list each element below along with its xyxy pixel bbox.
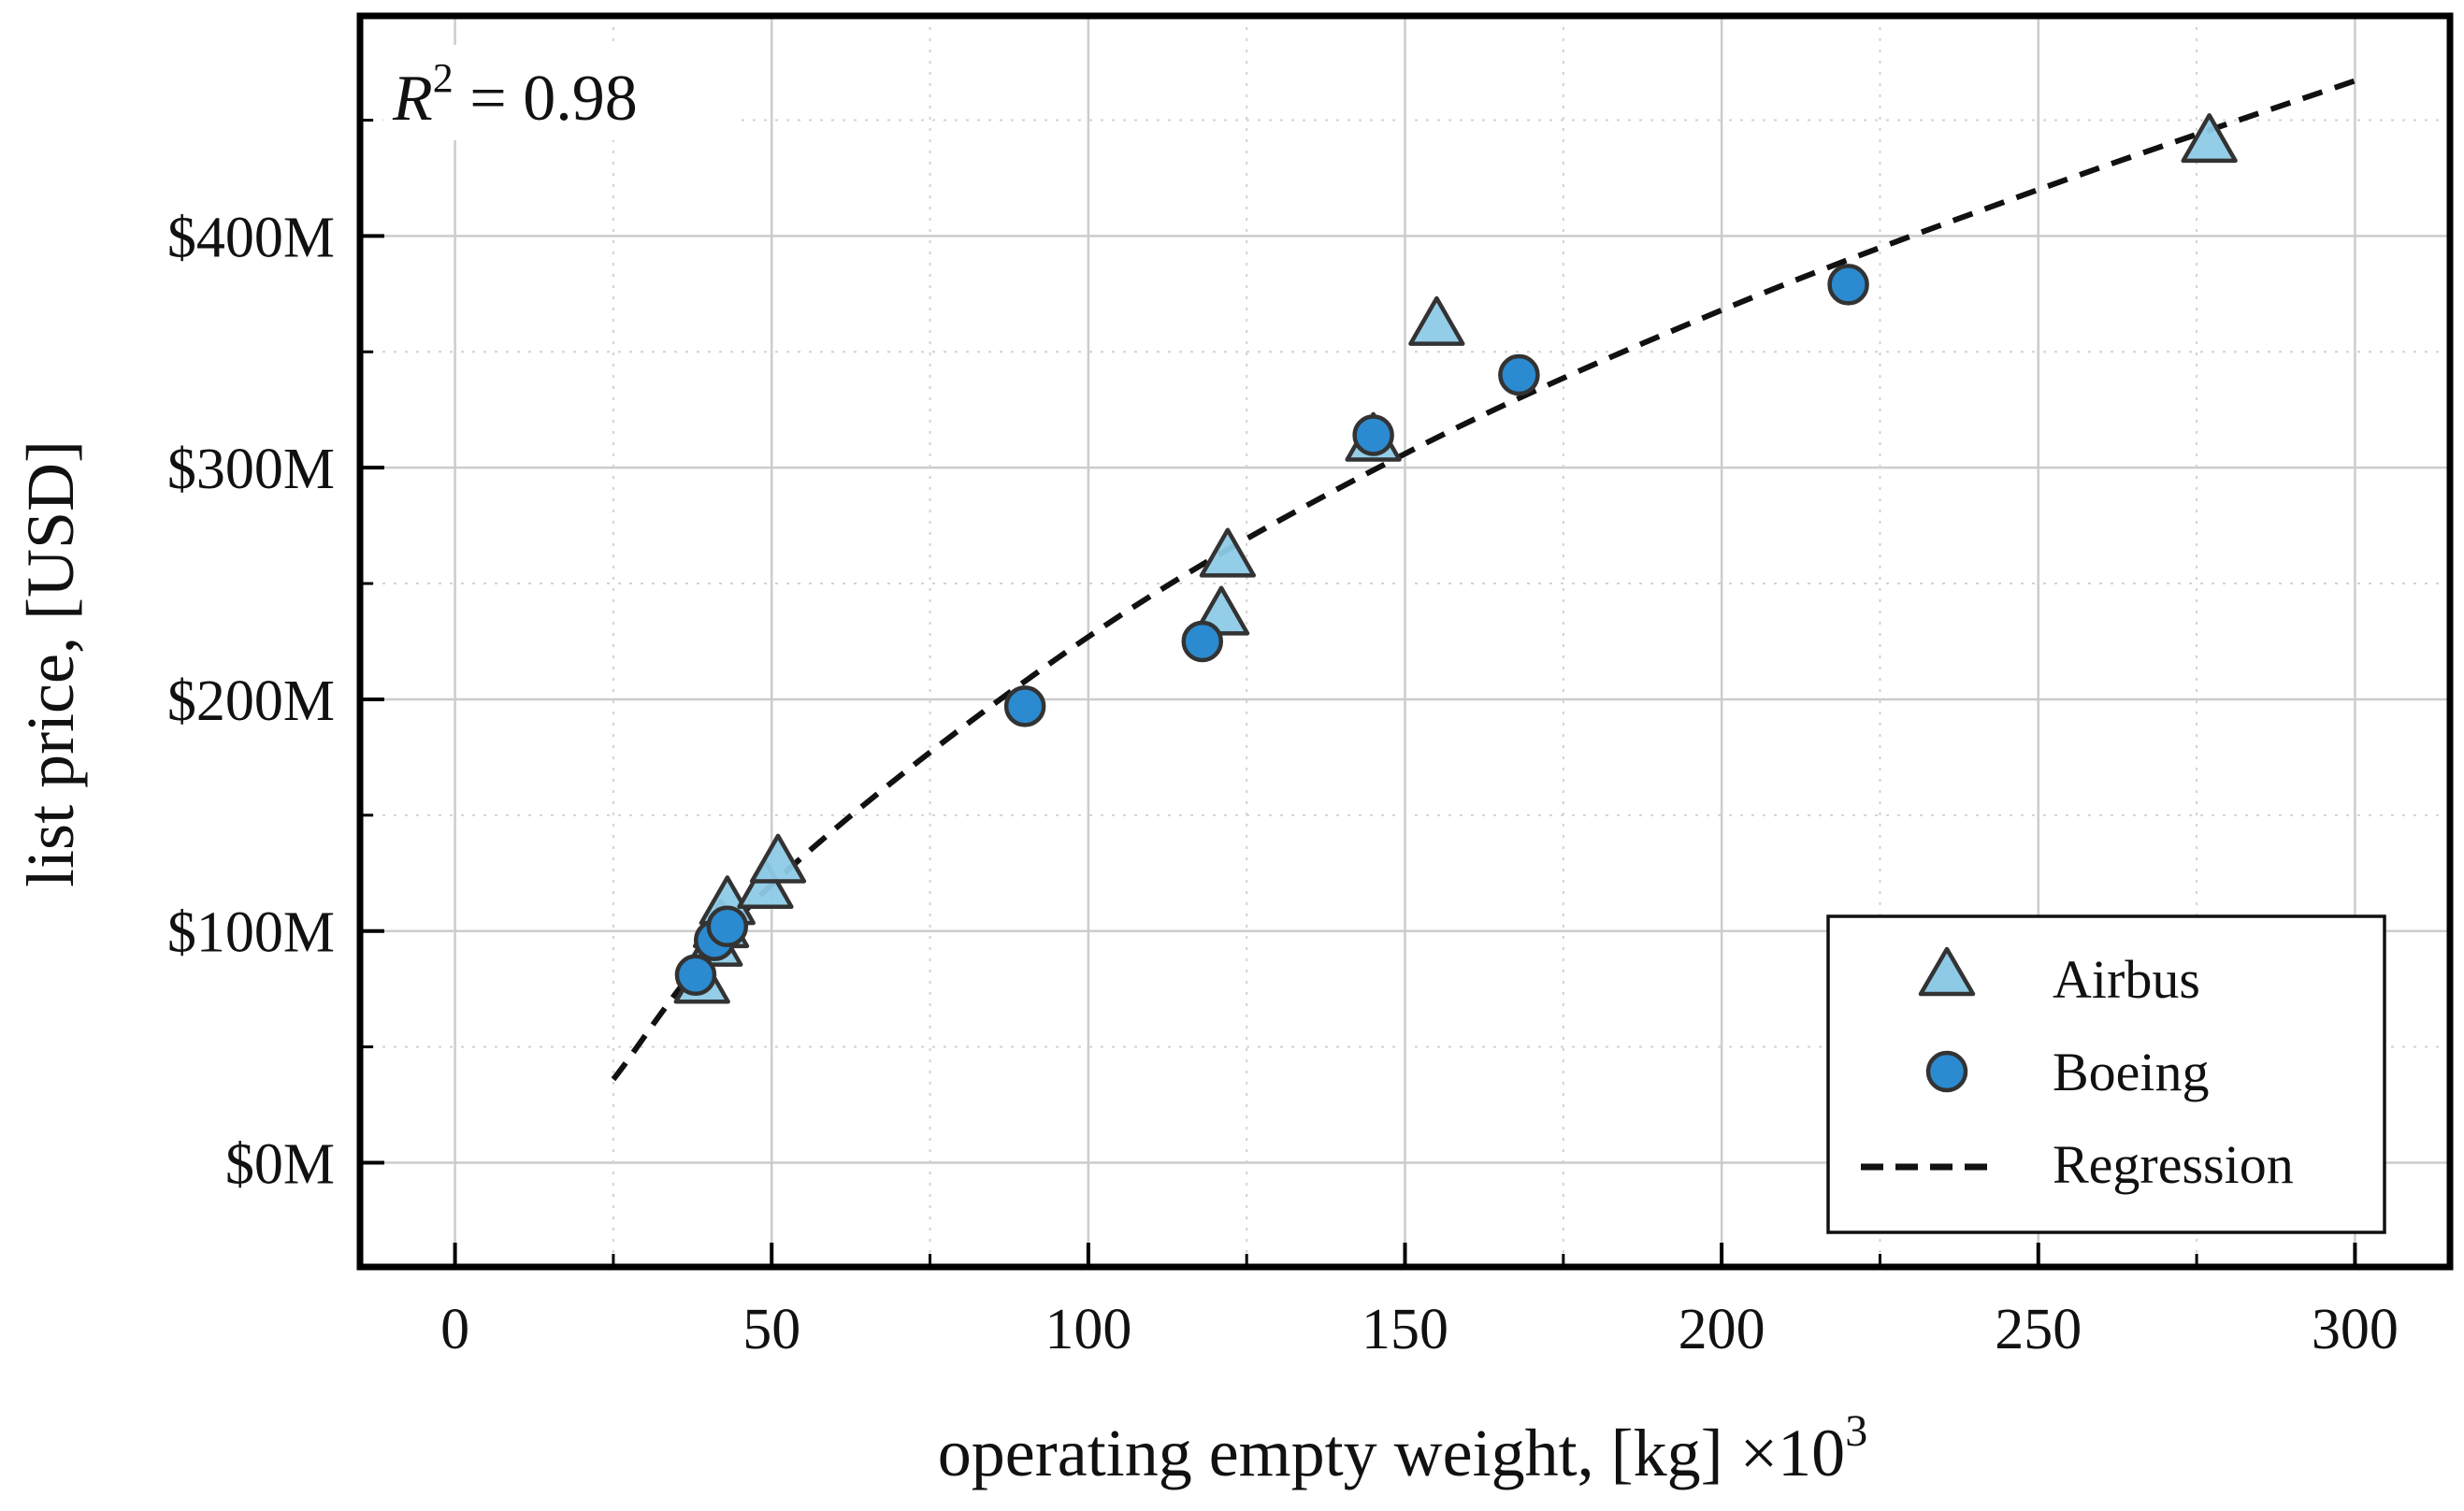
r2-annotation: R2 = 0.98 [392, 55, 638, 135]
x-tick-label: 300 [2312, 1298, 2399, 1361]
x-tick-label: 100 [1045, 1298, 1131, 1361]
x-tick-label: 200 [1679, 1298, 1765, 1361]
x-axis-title: operating empty weight, [kg] ×103 [938, 1406, 1867, 1490]
x-tick-label: 0 [440, 1298, 469, 1361]
airbus-point [1408, 295, 1465, 346]
legend-airbus-label: Airbus [2053, 949, 2200, 1010]
boeing-point [706, 905, 749, 948]
r2-superscript: 2 [433, 55, 454, 101]
y-axis-title: list price, [USD] [13, 440, 88, 887]
airbus-point [1199, 527, 1257, 578]
y-tick-label: $0M [225, 1133, 335, 1197]
y-tick-label: $400M [167, 206, 335, 269]
x-axis-ticks: 0 50 100 150 200 250 300 [440, 1243, 2399, 1361]
y-axis-ticks: $0M $100M $200M $300M $400M [167, 119, 384, 1197]
x-tick-label: 150 [1362, 1298, 1448, 1361]
x-axis-title-text: operating empty weight, [kg] ×10 [938, 1416, 1845, 1490]
boeing-series [674, 264, 1869, 997]
boeing-point [674, 954, 717, 997]
r2-value: = 0.98 [454, 63, 638, 135]
legend: Airbus Boeing Regression [1826, 914, 2386, 1234]
boeing-point [1352, 414, 1394, 456]
x-tick-label: 50 [742, 1298, 800, 1361]
y-tick-label: $300M [167, 438, 335, 501]
y-tick-label: $200M [167, 669, 335, 733]
r2-symbol: R [392, 63, 433, 135]
boeing-point [1003, 685, 1046, 727]
x-axis-title-exponent: 3 [1845, 1406, 1867, 1456]
r2-annotation-bg [383, 45, 739, 140]
airbus-point [2181, 113, 2238, 164]
boeing-point [1498, 353, 1540, 396]
boeing-point [1181, 620, 1224, 663]
legend-airbus-triangle-icon [1918, 946, 1976, 997]
airbus-point [737, 858, 794, 909]
legend-box [1826, 914, 2386, 1234]
legend-boeing-circle-icon [1925, 1050, 1968, 1093]
airbus-point [749, 833, 807, 884]
boeing-point [1827, 264, 1869, 306]
legend-regression-label: Regression [2053, 1134, 2294, 1195]
x-tick-label: 250 [1995, 1298, 2082, 1361]
legend-boeing-label: Boeing [2053, 1042, 2210, 1102]
y-tick-label: $100M [167, 901, 335, 965]
